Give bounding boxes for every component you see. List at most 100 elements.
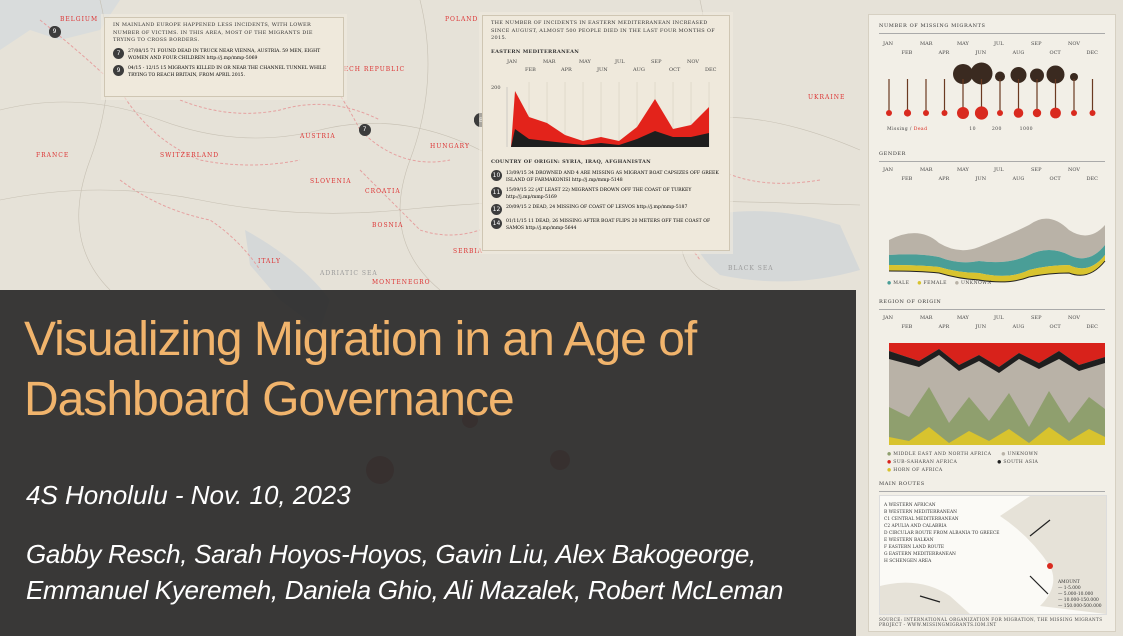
incident-number-badge: 9 [113, 64, 124, 76]
month-label: NOV [1068, 315, 1080, 321]
month-label: DEC [1086, 324, 1098, 330]
east-month-label: NOV [687, 59, 699, 65]
month-label: MAR [920, 167, 933, 173]
amount-label: AMOUNT [1058, 580, 1080, 585]
europe-incident-item: 7 27/08/15 71 FOUND DEAD IN TRUCK NEAR V… [113, 47, 335, 62]
east-month-label: JUL [615, 59, 625, 65]
month-label: AUG [1012, 176, 1025, 182]
east-med-panel: THE NUMBER OF INCIDENTS IN EASTERN MEDIT… [482, 15, 730, 251]
month-label: JAN [883, 41, 893, 47]
month-label: MAR [920, 41, 933, 47]
routes-map: A WESTERN AFRICAN B WESTERN MEDITERRANEAN… [879, 495, 1107, 615]
route-item: C1 CENTRAL MEDITERRANEAN [884, 517, 959, 522]
map-marker-9[interactable]: 9 [49, 26, 60, 37]
east-month-label: SEP [651, 59, 662, 65]
east-month-label: MAY [579, 59, 591, 65]
legend-scale-1000: 1000 [1019, 127, 1033, 132]
gender-legend: ● MALE ● FEMALE ● UNKNOWN [887, 281, 992, 286]
gender-months: JAN FEB MAR APR MAY JUN JUL AUG SEP OCT NOV DEC [869, 167, 1115, 187]
map-label-belgium: BELGIUM [60, 16, 99, 23]
month-drop-glyph [1046, 65, 1065, 119]
east-area-chart: 200 [491, 82, 710, 147]
month-label: JAN [883, 167, 893, 173]
month-label: FEB [901, 176, 913, 182]
legend-horn: HORN OF AFRICA [893, 468, 943, 473]
map-marker-7[interactable]: 7 [359, 124, 370, 135]
europe-panel-intro: IN MAINLAND EUROPE HAPPENED LESS INCIDEN… [113, 22, 313, 43]
map-label-hungary: HUNGARY [430, 143, 470, 150]
month-label: APR [938, 324, 950, 330]
east-incident-list: 10 13/09/15 34 DROWNED AND 4 ARE MISSING … [491, 169, 721, 233]
month-label: APR [938, 176, 950, 182]
legend-unknown: UNKNOWN [961, 281, 992, 286]
slide-title-line1: Visualizing Migration in an Age of [24, 313, 697, 366]
map-label-adriatic: ADRIATIC SEA [320, 270, 378, 277]
month-drop-glyph [953, 64, 973, 119]
month-label: DEC [1086, 176, 1098, 182]
month-label: SEP [1031, 41, 1042, 47]
slide-title-line2: Dashboard Governance [24, 373, 515, 426]
month-label: AUG [1012, 324, 1025, 330]
slide-title: Visualizing Migration in an Age of Dashb… [24, 310, 697, 430]
month-label: DEC [1086, 50, 1098, 56]
incident-number-badge: 7 [113, 47, 124, 59]
legend-ssa: SUB-SAHARAN AFRICA [893, 460, 958, 465]
incident-text: 27/08/15 71 FOUND DEAD IN TRUCK NEAR VIE… [128, 48, 321, 61]
section-rule [879, 161, 1105, 162]
legend-region-unknown: UNKNOWN [1007, 452, 1039, 457]
map-label-black-sea: BLACK SEA [728, 265, 774, 272]
month-drop-glyph [886, 79, 892, 116]
route-item: B WESTERN MEDITERRANEAN [884, 510, 957, 515]
routes-list: A WESTERN AFRICAN B WESTERN MEDITERRANEAN… [884, 502, 999, 565]
map-label-montenegro: MONTENEGRO [372, 279, 431, 286]
route-item: F EASTERN LAND ROUTE [884, 545, 945, 550]
month-label: NOV [1068, 167, 1080, 173]
incident-text: 01/11/15 11 DEAD, 26 MISSING AFTER BOAT … [506, 218, 711, 232]
missing-months: JAN FEB MAR APR MAY JUN JUL AUG SEP OCT NOV DEC [869, 41, 1115, 61]
map-label-slovenia: SLOVENIA [310, 178, 352, 185]
month-label: MAR [920, 315, 933, 321]
month-label: JUL [994, 315, 1004, 321]
east-incident-item: 11 15/09/15 22 (AT LEAST 22) MIGRANTS DRO… [491, 186, 721, 201]
legend-south-asia: SOUTH ASIA [1003, 460, 1039, 465]
east-incident-item: 10 13/09/15 34 DROWNED AND 4 ARE MISSING … [491, 169, 721, 184]
section-rule [879, 309, 1105, 310]
amount-item: — 150.000-500.000 [1058, 604, 1102, 609]
map-label-italy: ITALY [258, 258, 281, 265]
missing-section-title: NUMBER OF MISSING MIGRANTS [879, 23, 986, 29]
routes-map-drawing [880, 496, 1106, 614]
event-subtitle: 4S Honolulu - Nov. 10, 2023 [26, 480, 351, 510]
month-label: JUN [975, 324, 987, 330]
east-month-label: FEB [525, 67, 536, 73]
east-month-label: OCT [669, 67, 681, 73]
month-label: SEP [1031, 315, 1042, 321]
east-incident-item: 12 20/09/15 2 DEAD, 24 MISSING OF COAST O… [491, 203, 721, 215]
legend-scale-10: 10 [969, 127, 976, 132]
gender-streamgraph [888, 218, 1106, 283]
east-month-label: JAN [507, 59, 517, 65]
missing-migrants-infographic: NUMBER OF MISSING MIGRANTS JAN FEB MAR APR M… [868, 14, 1116, 632]
month-label: NOV [1068, 41, 1080, 47]
month-label: JUN [975, 176, 987, 182]
month-label: FEB [901, 50, 913, 56]
month-drop-glyph [970, 62, 993, 120]
month-label: OCT [1049, 176, 1061, 182]
route-item: D CIRCULAR ROUTE FROM ALBANIA TO GREECE [884, 531, 1000, 536]
month-label: MAY [957, 41, 969, 47]
incident-number-badge: 10 [491, 169, 502, 181]
east-chart-y-tick: 200 [491, 85, 501, 91]
map-label-austria: AUSTRIA [300, 133, 336, 140]
map-label-france: FRANCE [36, 152, 70, 159]
month-drop-glyph [903, 79, 912, 117]
map-label-czech: CZECH REPUBLIC [333, 66, 406, 73]
routes-amount-legend: AMOUNT — 1-5.000— 5.000-10.000— 10.000-1… [1058, 580, 1102, 610]
amount-item: — 1-5.000 [1058, 586, 1081, 591]
month-label: APR [938, 50, 950, 56]
author-list: Gabby Resch, Sarah Hoyos-Hoyos, Gavin Li… [26, 539, 784, 605]
legend-mena: MIDDLE EAST AND NORTH AFRICA [893, 452, 992, 457]
region-months: JAN FEB MAR APR MAY JUN JUL AUG SEP OCT NOV DEC [869, 315, 1115, 335]
route-item: H SCHENGEN AREA [884, 559, 932, 564]
east-month-label: DEC [705, 67, 717, 73]
region-legend: ● MIDDLE EAST AND NORTH AFRICA ● UNKNOWN… [887, 452, 1039, 473]
section-rule [879, 33, 1105, 34]
